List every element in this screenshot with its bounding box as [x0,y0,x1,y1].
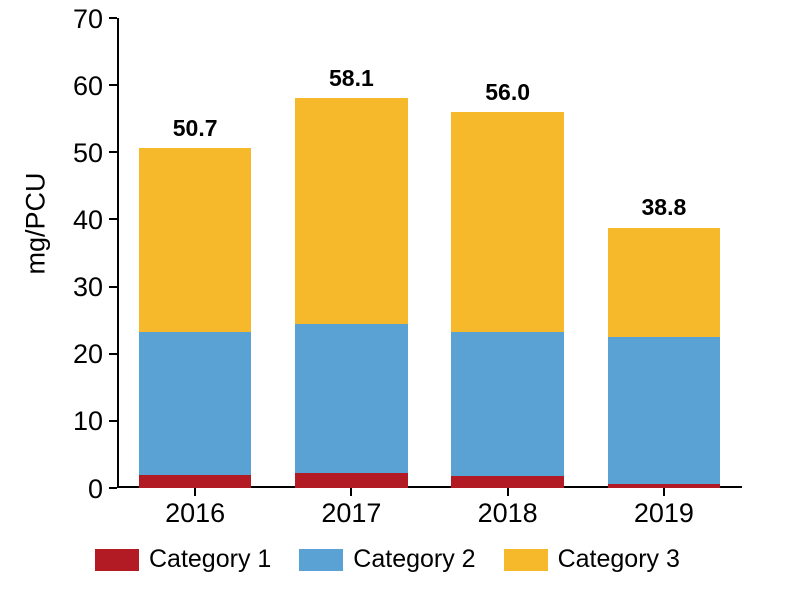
bar-segment [451,476,564,488]
x-tick-mark [350,488,352,496]
y-axis-title: mg/PCU [21,235,52,275]
bar-group [139,148,252,488]
y-tick-mark [109,286,117,288]
bar-total-label: 38.8 [641,194,686,221]
legend-label: Category 1 [149,545,271,574]
y-tick-mark [109,17,117,19]
y-tick-mark [109,487,117,489]
bar-segment [139,148,252,333]
y-tick-mark [109,420,117,422]
y-tick-label: 10 [73,406,103,437]
legend-label: Category 3 [558,545,680,574]
bar-segment [295,473,408,488]
y-tick-label: 20 [73,339,103,370]
bar-group [608,228,721,489]
x-tick-label: 2019 [614,498,714,529]
x-tick-mark [507,488,509,496]
bar-group [295,98,408,488]
legend-swatch [95,549,139,571]
x-tick-label: 2018 [458,498,558,529]
bar-segment [139,332,252,474]
legend-item: Category 1 [95,545,271,574]
legend-item: Category 3 [504,545,680,574]
bar-segment [608,228,721,337]
y-tick-mark [109,353,117,355]
y-tick-mark [109,218,117,220]
x-tick-mark [663,488,665,496]
y-tick-label: 0 [88,474,103,505]
x-tick-mark [194,488,196,496]
bar-segment [451,112,564,332]
y-tick-label: 40 [73,205,103,236]
x-tick-label: 2016 [145,498,245,529]
bar-group [451,112,564,488]
bar-segment [608,337,721,484]
legend: Category 1 Category 2 Category 3 [95,545,708,574]
bar-total-label: 58.1 [329,65,374,92]
legend-item: Category 2 [299,545,475,574]
y-tick-mark [109,84,117,86]
bar-segment [139,475,252,488]
y-tick-label: 50 [73,138,103,169]
y-tick-mark [109,151,117,153]
bar-segment [608,484,721,488]
y-tick-label: 70 [73,4,103,35]
legend-swatch [299,549,343,571]
chart-container: mg/PCU 0 10 20 30 40 50 60 70 2016 50.7 2017 58.1 20… [0,0,795,595]
y-tick-label: 60 [73,71,103,102]
x-tick-label: 2017 [301,498,401,529]
bar-segment [451,332,564,476]
legend-label: Category 2 [353,545,475,574]
y-tick-label: 30 [73,272,103,303]
bar-total-label: 50.7 [173,115,218,142]
bar-segment [295,98,408,324]
legend-swatch [504,549,548,571]
bar-segment [295,324,408,474]
bar-total-label: 56.0 [485,79,530,106]
